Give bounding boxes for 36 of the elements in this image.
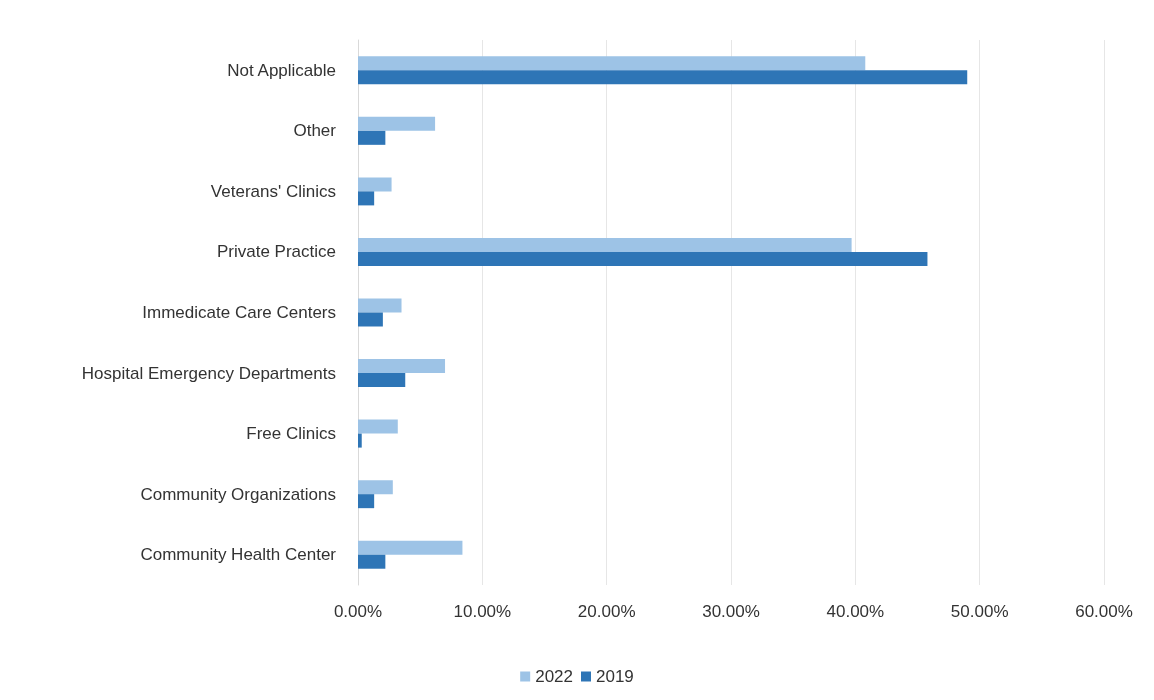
x-tick-label: 0.00% (333, 602, 383, 621)
y-tick-label: Community Health Center (140, 545, 337, 565)
bar (358, 373, 406, 388)
bar (358, 480, 393, 495)
bar (358, 433, 362, 448)
x-tick-label: 40.00% (826, 602, 885, 621)
bar (358, 237, 852, 252)
bar (358, 116, 436, 131)
x-tick-label: 10.00% (453, 602, 512, 621)
y-tick-label: Free Clinics (246, 424, 336, 444)
bar (358, 70, 968, 85)
y-tick-label: Private Practice (216, 242, 336, 262)
bar (358, 540, 463, 555)
y-tick-label: Not Applicable (227, 60, 336, 80)
x-tick-label: 30.00% (702, 602, 760, 621)
bar (358, 130, 386, 145)
bar (358, 298, 402, 313)
bar (358, 191, 375, 206)
bar (358, 494, 375, 509)
y-tick-label: Immedicate Care Centers (142, 303, 336, 322)
x-tick-label: 20.00% (577, 602, 636, 621)
legend-label: 2022 (535, 667, 574, 686)
y-tick-label: Hospital Emergency Departments (81, 363, 336, 383)
bar (358, 359, 446, 374)
bar (358, 56, 866, 71)
bar (358, 554, 386, 569)
bar (358, 419, 398, 434)
x-tick-label: 60.00% (1075, 602, 1133, 621)
legend-label: 2019 (596, 667, 634, 686)
y-tick-label: Veterans' Clinics (210, 181, 336, 201)
x-tick-label: 50.00% (950, 602, 1009, 621)
bar (358, 251, 928, 266)
bar (358, 312, 383, 327)
bar (358, 177, 392, 192)
y-tick-label: Other (293, 121, 337, 141)
y-tick-label: Community Organizations (140, 484, 336, 504)
